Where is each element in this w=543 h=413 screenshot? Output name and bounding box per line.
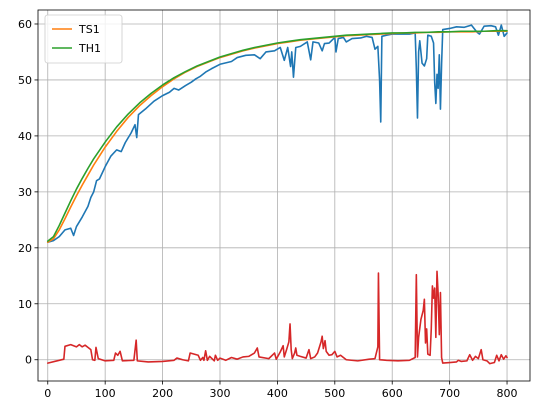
y-tick-label: 50: [18, 74, 32, 87]
y-tick-label: 60: [18, 18, 32, 31]
y-tick-label: 0: [25, 354, 32, 367]
x-tick-label: 600: [382, 387, 403, 400]
x-tick-label: 400: [267, 387, 288, 400]
legend-label: TH1: [78, 42, 101, 55]
x-tick-label: 300: [209, 387, 230, 400]
y-tick-label: 10: [18, 298, 32, 311]
series-line-unlabeled-4: [46, 270, 508, 365]
grid-lines: [38, 10, 530, 381]
x-tick-label: 0: [44, 387, 51, 400]
x-tick-label: 200: [152, 387, 173, 400]
x-tick-label: 700: [439, 387, 460, 400]
axis-ticks: 0 100 200 300 400 500 600 700 800 0 10 20 30 40 50 60: [18, 18, 518, 400]
series-line-th1: [46, 29, 508, 242]
legend-box: [44, 14, 123, 64]
x-tick-label: 100: [95, 387, 116, 400]
plot-frame: [37, 9, 531, 382]
series-lines: [46, 24, 508, 365]
series-line-unlabeled-1: [46, 24, 508, 244]
x-tick-label: 800: [497, 387, 518, 400]
x-tick-label: 500: [324, 387, 345, 400]
legend-label: TS1: [78, 23, 100, 36]
y-tick-label: 20: [18, 242, 32, 255]
y-tick-label: 40: [18, 130, 32, 143]
y-tick-label: 30: [18, 186, 32, 199]
